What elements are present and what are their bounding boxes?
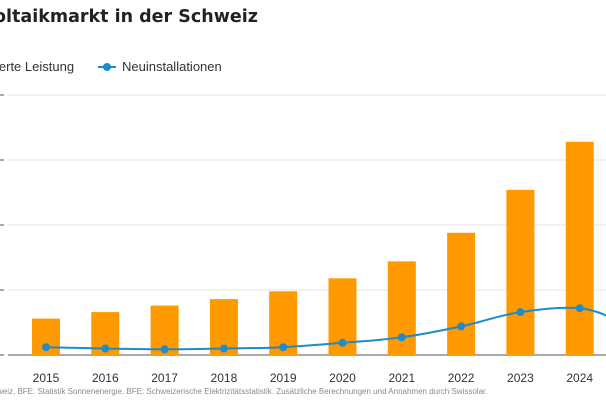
line-point bbox=[457, 322, 466, 331]
legend-line-dot bbox=[103, 62, 111, 71]
x-tick-label: 2015 bbox=[33, 371, 60, 385]
chart-title: oltaikmarkt in der Schweiz bbox=[0, 7, 258, 27]
source-note: weiz, BFE: Statistik Sonnenenergie. BFE:… bbox=[0, 387, 488, 396]
line-point bbox=[160, 345, 169, 354]
line-point bbox=[42, 343, 50, 352]
legend-item-bars[interactable]: ierte Leistung bbox=[0, 59, 74, 74]
line-point bbox=[575, 304, 584, 313]
x-tick-label: 2023 bbox=[507, 371, 534, 385]
line-point bbox=[397, 333, 406, 342]
line-point bbox=[338, 338, 347, 347]
x-tick-label: 2017 bbox=[151, 371, 178, 385]
bar bbox=[447, 232, 476, 355]
legend-label-line: Neuinstallationen bbox=[122, 59, 222, 74]
line-marker-icon bbox=[98, 61, 116, 73]
x-tick-label: 2019 bbox=[270, 371, 297, 385]
x-tick-label: 2016 bbox=[92, 371, 119, 385]
bar bbox=[506, 189, 535, 355]
x-tick-label: 2022 bbox=[448, 371, 475, 385]
line-point bbox=[279, 343, 288, 352]
line-point bbox=[101, 344, 110, 353]
x-tick-label: 2021 bbox=[388, 371, 415, 385]
legend-item-line[interactable]: Neuinstallationen bbox=[98, 59, 222, 74]
x-tick-label: 2024 bbox=[566, 371, 593, 385]
line-point bbox=[516, 308, 525, 317]
legend-label-bars: ierte Leistung bbox=[0, 59, 75, 74]
x-tick-label: 2018 bbox=[211, 371, 238, 385]
bar bbox=[565, 141, 594, 355]
x-tick-label: 2020 bbox=[329, 371, 356, 385]
line-point bbox=[219, 344, 228, 353]
